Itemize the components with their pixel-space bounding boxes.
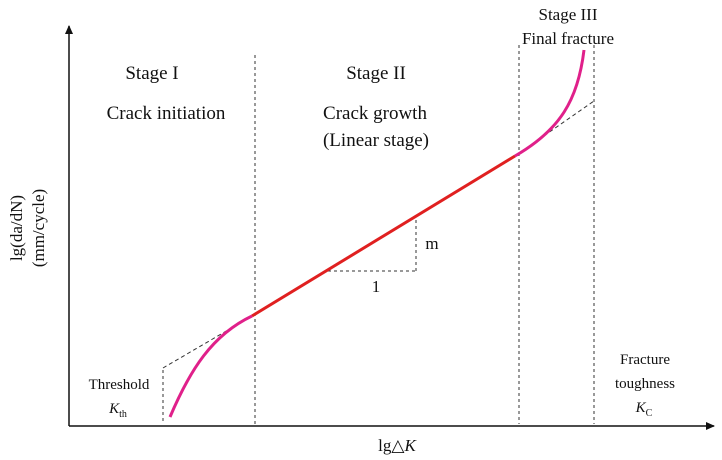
stage3-title: Stage III xyxy=(538,5,597,24)
x-axis-label: lg△K xyxy=(378,436,417,455)
slope-rise-label: m xyxy=(425,234,438,253)
toughness-symbol-k: K xyxy=(635,400,647,416)
stage2-subtitle-line1: Crack growth xyxy=(323,103,427,124)
y-axis-label-line1: lg(da/dN) xyxy=(7,195,26,261)
y-axis-label-line2: (mm/cycle) xyxy=(29,189,48,267)
stage2-subtitle-line2: (Linear stage) xyxy=(323,130,429,151)
toughness-label-line1: Fracture xyxy=(620,352,670,368)
x-axis-label-var: K xyxy=(403,436,417,455)
threshold-label: Threshold xyxy=(89,377,150,393)
toughness-label-line2: toughness xyxy=(615,376,675,392)
stage2-title: Stage II xyxy=(346,63,406,84)
stage1-title: Stage I xyxy=(125,63,178,84)
x-axis-label-main: lg△ xyxy=(378,436,405,455)
stage1-subtitle: Crack initiation xyxy=(107,103,226,124)
threshold-symbol-k: K xyxy=(108,401,120,417)
stage2-linear-segment xyxy=(251,154,516,318)
slope-run-label: 1 xyxy=(372,277,381,296)
toughness-symbol: KC xyxy=(635,400,653,419)
stage3-curve xyxy=(514,49,586,158)
stage3-subtitle: Final fracture xyxy=(522,29,614,48)
toughness-symbol-subscript: C xyxy=(646,408,653,419)
threshold-symbol: Kth xyxy=(108,401,127,420)
threshold-symbol-subscript: th xyxy=(119,409,127,420)
stage1-curve xyxy=(168,314,253,418)
